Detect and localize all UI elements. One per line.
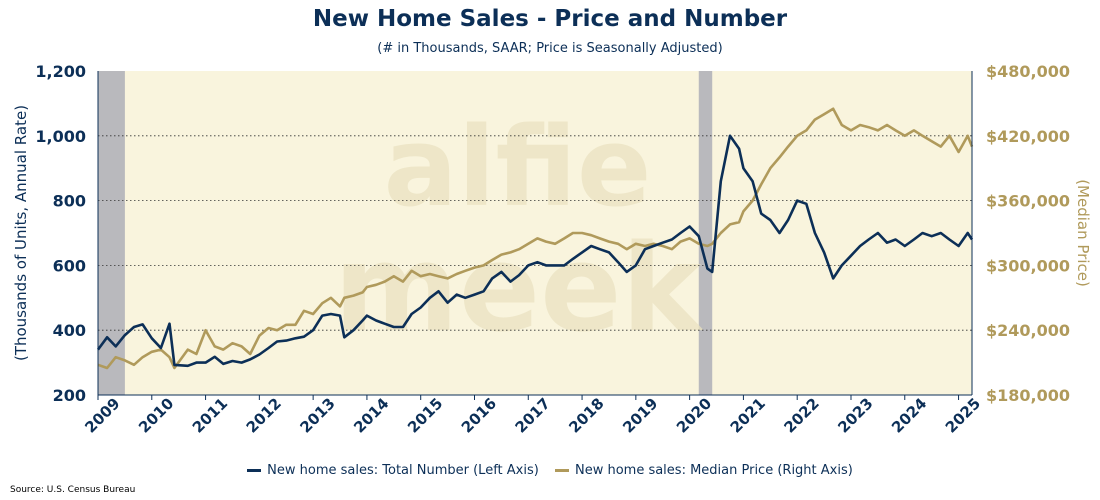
x-tick-label-11: 2020 (673, 394, 715, 436)
x-tick-label-9: 2018 (565, 394, 607, 436)
legend-swatch-number (247, 469, 262, 472)
series-layer (96, 107, 974, 370)
chart-title: New Home Sales - Price and Number (312, 6, 788, 32)
plot-background (98, 71, 972, 395)
axis-layer: 200 400 600 800 1,000 1,200 $180,000 $240,000 $3… (12, 62, 1092, 437)
legend: New home sales: Total Number (Left Axis)… (0, 463, 1100, 478)
x-tick-label-4: 2013 (296, 394, 338, 436)
watermark-text-2: meek (334, 220, 705, 359)
x-tick-label-1: 2010 (135, 394, 177, 436)
chart-subtitle: (# in Thousands, SAAR; Price is Seasonal… (377, 41, 723, 56)
x-tick-label-12: 2021 (727, 394, 769, 436)
legend-label-price: New home sales: Median Price (Right Axis… (574, 463, 853, 478)
recession-layer (98, 71, 713, 395)
y-left-tick-label-0: 200 (53, 386, 86, 405)
legend-item-price: New home sales: Median Price (Right Axis… (554, 463, 853, 478)
x-tick-label-6: 2015 (404, 394, 446, 436)
legend-swatch-price (554, 469, 569, 472)
legend-label-number: New home sales: Total Number (Left Axis) (267, 463, 539, 478)
y-right-tick-label-4: $420,000 (986, 127, 1070, 146)
y-right-tick-label-1: $240,000 (986, 321, 1070, 340)
y-right-tick-label-3: $360,000 (986, 192, 1070, 211)
x-tick-label-2: 2011 (189, 394, 231, 436)
y-left-axis-title: (Thousands of Units, Annual Rate) (12, 105, 30, 361)
y-left-tick-label-2: 600 (53, 256, 86, 275)
y-right-tick-label-2: $300,000 (986, 256, 1070, 275)
y-right-axis-title: (Median Price) (1074, 179, 1092, 287)
series-line-median-price (97, 107, 974, 370)
x-tick-label-7: 2016 (458, 394, 500, 436)
watermark-text-1: alfie (383, 103, 651, 231)
plot-background-layer (98, 71, 972, 395)
series-line-total-number (96, 134, 974, 368)
x-tick-label-8: 2017 (512, 394, 554, 436)
x-tick-label-13: 2022 (781, 394, 823, 436)
recession-band-1 (698, 71, 713, 395)
recession-band-0 (98, 71, 125, 395)
legend-item-number: New home sales: Total Number (Left Axis) (247, 463, 539, 478)
y-right-tick-label-0: $180,000 (986, 386, 1070, 405)
x-tick-label-10: 2019 (619, 394, 661, 436)
source-note: Source: U.S. Census Bureau (10, 485, 136, 495)
gridline-layer (98, 135, 972, 331)
y-left-tick-label-3: 800 (53, 192, 86, 211)
y-left-tick-label-1: 400 (53, 321, 86, 340)
x-tick-label-3: 2012 (243, 394, 285, 436)
x-tick-label-15: 2024 (888, 394, 930, 436)
x-tick-label-16: 2025 (942, 394, 984, 436)
y-left-tick-label-5: 1,200 (35, 62, 86, 81)
x-tick-label-14: 2023 (834, 394, 876, 436)
y-right-tick-label-5: $480,000 (986, 62, 1070, 81)
x-tick-label-0: 2009 (81, 394, 123, 436)
x-tick-label-5: 2014 (350, 394, 392, 436)
y-left-tick-label-4: 1,000 (35, 127, 86, 146)
